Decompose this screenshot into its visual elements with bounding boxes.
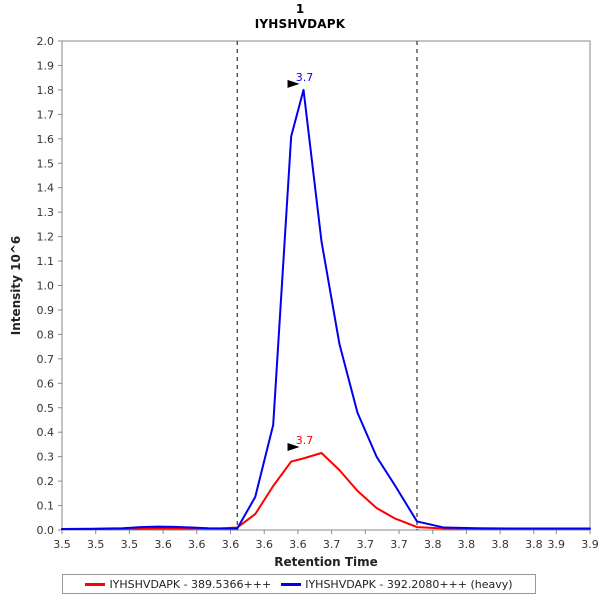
y-axis-tick-label: 0.8 xyxy=(37,328,55,341)
chart-title-peptide: IYHSHVDAPK xyxy=(254,17,346,31)
x-axis-tick-label: 3.5 xyxy=(53,538,71,551)
y-axis-tick-label: 1.3 xyxy=(37,206,55,219)
y-axis-tick-label: 1.1 xyxy=(37,255,55,268)
x-axis-tick-label: 3.6 xyxy=(222,538,240,551)
y-axis-tick-label: 2.0 xyxy=(37,35,55,48)
y-axis-tick-label: 1.5 xyxy=(37,157,55,170)
legend-label-heavy: IYHSHVDAPK - 392.2080+++ (heavy) xyxy=(305,577,513,591)
series-line-light[interactable] xyxy=(61,451,591,531)
x-axis-tick-label: 3.6 xyxy=(188,538,206,551)
legend-swatch-heavy xyxy=(281,582,302,586)
y-axis-tick-label: 1.4 xyxy=(37,182,55,195)
x-axis-tick-label: 3.6 xyxy=(154,538,172,551)
y-axis-tick-label: 1.2 xyxy=(37,231,55,244)
x-axis-tick-label: 3.5 xyxy=(87,538,105,551)
y-axis-tick-label: 0.4 xyxy=(37,426,55,439)
legend-item-light[interactable]: IYHSHVDAPK - 389.5366+++ xyxy=(85,578,271,591)
y-axis-tick-label: 0.6 xyxy=(37,377,55,390)
y-axis-tick-label: 0.7 xyxy=(37,353,55,366)
x-axis-tick-label: 3.8 xyxy=(491,538,509,551)
x-axis-tick-label: 3.7 xyxy=(357,538,375,551)
y-axis-tick-label: 1.9 xyxy=(37,59,55,72)
y-axis-title: Intensity 10^6 xyxy=(9,236,23,336)
x-axis-tick-label: 3.7 xyxy=(323,538,341,551)
y-axis-tick-label: 0.0 xyxy=(37,524,55,537)
x-axis-title: Retention Time xyxy=(274,555,378,569)
x-axis-tick-label: 3.5 xyxy=(121,538,139,551)
legend-swatch-light xyxy=(85,582,106,586)
y-axis-tick-label: 0.2 xyxy=(37,475,55,488)
chart-title-block: 1 IYHSHVDAPK xyxy=(0,2,600,32)
y-axis-tick-label: 0.1 xyxy=(37,500,55,513)
x-axis-tick-label: 3.8 xyxy=(458,538,476,551)
x-axis-tick-label: 3.6 xyxy=(289,538,307,551)
y-axis-tick-label: 1.7 xyxy=(37,108,55,121)
y-axis-tick-label: 0.9 xyxy=(37,304,55,317)
y-axis-tick-label: 1.0 xyxy=(37,280,55,293)
legend-label-light: IYHSHVDAPK - 389.5366+++ xyxy=(109,577,272,591)
series-line-heavy[interactable] xyxy=(61,88,591,531)
peak-apex-label: 3.7 xyxy=(296,71,314,84)
legend-item-heavy[interactable]: IYHSHVDAPK - 392.2080+++ (heavy) xyxy=(281,577,513,591)
y-axis-tick-label: 1.8 xyxy=(37,84,55,97)
x-axis-tick-label: 3.9 xyxy=(581,538,599,551)
y-axis-tick-label: 0.3 xyxy=(37,451,55,464)
peak-apex-arrow-icon xyxy=(287,79,300,88)
x-axis-tick-label: 3.6 xyxy=(255,538,273,551)
y-axis-tick-label: 1.6 xyxy=(37,133,55,146)
peak-apex-label: 3.7 xyxy=(296,434,314,447)
peak-apex-arrow-icon xyxy=(287,442,300,451)
x-axis-tick-label: 3.8 xyxy=(424,538,442,551)
chart-legend[interactable]: IYHSHVDAPK - 389.5366+++ IYHSHVDAPK - 39… xyxy=(62,574,536,594)
x-axis-tick-label: 3.7 xyxy=(390,538,408,551)
chart-title-index: 1 xyxy=(295,2,305,16)
y-axis-tick-label: 0.5 xyxy=(37,402,55,415)
x-axis-tick-label: 3.8 xyxy=(525,538,543,551)
x-axis-tick-label: 3.9 xyxy=(548,538,566,551)
